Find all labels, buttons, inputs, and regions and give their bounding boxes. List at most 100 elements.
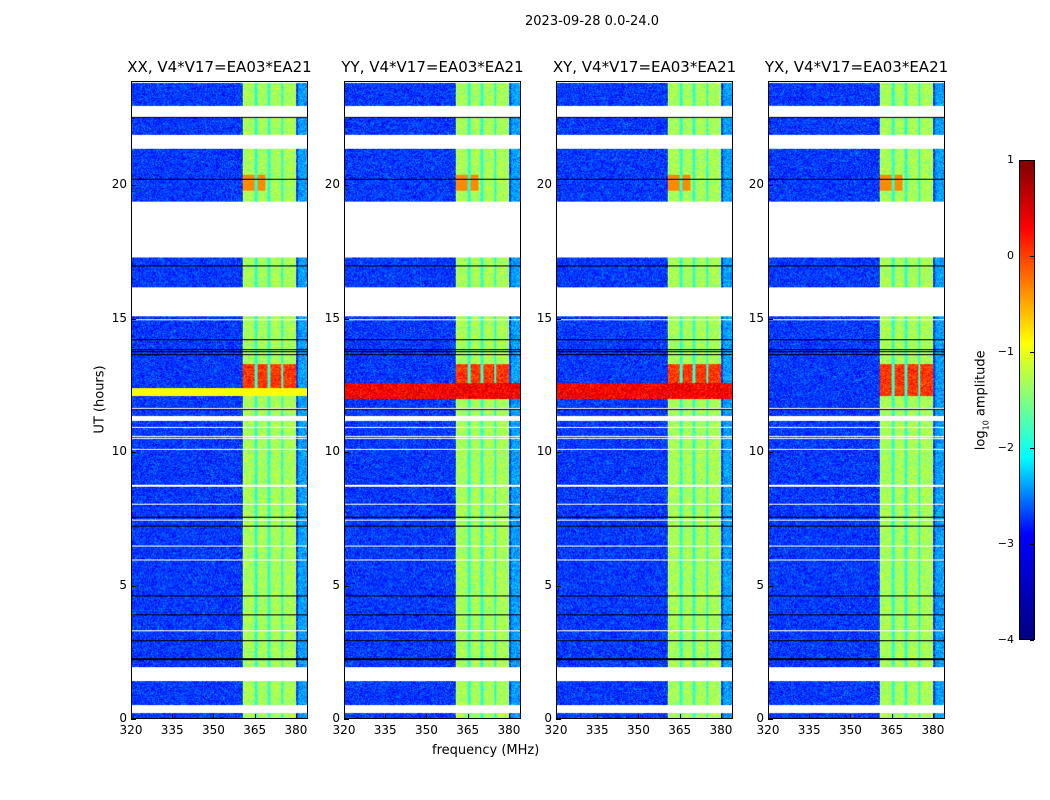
y-tick-label: 20 [748, 177, 764, 192]
x-tick-label: 335 [585, 723, 609, 737]
y-tick-label: 0 [119, 711, 127, 725]
x-tick-mark [467, 714, 469, 719]
x-tick-mark [508, 714, 510, 719]
x-tick-mark [768, 714, 769, 719]
colorbar-tick-mark [1030, 256, 1034, 257]
y-tick-label: 10 [748, 444, 764, 459]
y-tick-mark [344, 719, 349, 720]
y-tick-label: 15 [748, 310, 764, 325]
spectrogram-heatmap [769, 82, 944, 718]
colorbar-tick-label: −2 [997, 441, 1014, 454]
x-tick-mark [295, 714, 297, 719]
x-tick-mark [254, 714, 256, 719]
x-tick-mark [720, 714, 722, 719]
colorbar-tick-label: −4 [997, 633, 1014, 646]
y-tick-mark [131, 185, 136, 187]
x-tick-mark [850, 714, 852, 719]
x-tick-label: 365 [880, 723, 904, 737]
x-tick-label: 335 [797, 723, 821, 737]
x-tick-label: 350 [839, 723, 862, 737]
panel-title: YY, V4*V17=EA03*EA21 [341, 58, 524, 76]
spectrogram-panel [344, 81, 521, 719]
colorbar-label-sub: 10 [981, 420, 991, 431]
y-tick-mark [768, 185, 773, 187]
x-tick-label: 350 [627, 723, 650, 737]
y-tick-mark [131, 452, 136, 454]
colorbar-label-suffix: amplitude [973, 350, 989, 421]
y-tick-label: 0 [756, 711, 764, 725]
spectrogram-panel [768, 81, 945, 719]
x-tick-mark [638, 714, 640, 719]
x-axis-label: frequency (MHz) [432, 743, 540, 758]
y-tick-label: 0 [544, 711, 552, 725]
y-tick-label: 10 [324, 444, 340, 459]
x-tick-label: 380 [497, 723, 521, 737]
y-tick-label: 15 [324, 310, 340, 325]
x-tick-mark [131, 714, 132, 719]
x-tick-mark [385, 714, 387, 719]
colorbar-tick-mark [1030, 448, 1034, 449]
spectrogram-panel [556, 81, 733, 719]
y-tick-label: 5 [756, 577, 764, 592]
y-tick-mark [768, 452, 773, 454]
y-tick-label: 15 [111, 310, 127, 325]
y-tick-label: 0 [332, 711, 340, 725]
y-tick-mark [556, 452, 561, 454]
x-tick-label: 380 [284, 723, 308, 737]
y-tick-mark [344, 185, 349, 187]
x-tick-mark [679, 714, 681, 719]
y-tick-mark [768, 585, 773, 587]
colorbar-label-prefix: log [973, 430, 989, 451]
y-tick-mark [131, 585, 136, 587]
y-tick-label: 10 [536, 444, 552, 459]
y-tick-mark [131, 719, 136, 720]
x-tick-label: 350 [415, 723, 438, 737]
y-tick-mark [768, 719, 773, 720]
y-tick-label: 5 [119, 577, 127, 592]
y-tick-label: 20 [536, 177, 552, 192]
x-tick-label: 380 [709, 723, 733, 737]
y-tick-mark [768, 318, 773, 320]
x-tick-label: 380 [921, 723, 945, 737]
panel-title: XY, V4*V17=EA03*EA21 [552, 58, 737, 76]
x-tick-mark [597, 714, 599, 719]
figure-title: 2023-09-28 0.0-24.0 [525, 14, 659, 29]
y-tick-label: 20 [111, 177, 127, 192]
y-tick-label: 15 [536, 310, 552, 325]
y-tick-mark [556, 318, 561, 320]
spectrogram-panel [131, 81, 308, 719]
spectrogram-heatmap [132, 82, 307, 718]
y-tick-label: 5 [332, 577, 340, 592]
spectrogram-heatmap [557, 82, 732, 718]
x-tick-mark [556, 714, 557, 719]
x-tick-mark [172, 714, 174, 719]
x-tick-label: 335 [160, 723, 184, 737]
y-tick-label: 5 [544, 577, 552, 592]
colorbar-label: log10 amplitude [974, 350, 991, 450]
x-tick-label: 320 [544, 723, 568, 737]
x-tick-label: 350 [202, 723, 225, 737]
x-tick-mark [344, 714, 345, 719]
x-tick-label: 335 [373, 723, 397, 737]
x-tick-label: 320 [119, 723, 143, 737]
colorbar-tick-label: 0 [1007, 249, 1014, 262]
colorbar-tick-label: −1 [997, 345, 1014, 358]
y-tick-mark [344, 452, 349, 454]
x-tick-mark [932, 714, 934, 719]
y-tick-mark [344, 585, 349, 587]
x-tick-label: 365 [456, 723, 480, 737]
y-tick-mark [556, 585, 561, 587]
x-tick-label: 320 [756, 723, 780, 737]
y-tick-mark [131, 318, 136, 320]
y-axis-label: UT (hours) [92, 365, 108, 434]
x-tick-label: 320 [332, 723, 356, 737]
panel-title: YX, V4*V17=EA03*EA21 [764, 58, 949, 76]
y-tick-mark [556, 719, 561, 720]
y-tick-label: 10 [111, 444, 127, 459]
y-tick-mark [344, 318, 349, 320]
x-tick-mark [809, 714, 811, 719]
colorbar-tick-label: −3 [997, 537, 1014, 550]
x-tick-label: 365 [668, 723, 692, 737]
y-tick-label: 20 [324, 177, 340, 192]
